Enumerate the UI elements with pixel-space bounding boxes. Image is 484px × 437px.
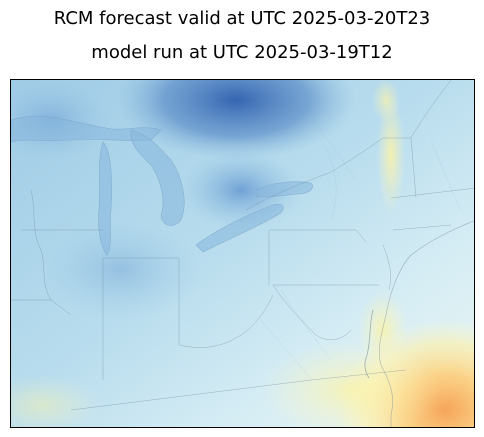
forecast-map [10,79,475,428]
border-virginia-nc [310,369,407,381]
warm-anomaly-champlain [372,80,400,122]
border-iowa-missouri [11,299,72,316]
cold-anomaly-north [116,80,356,160]
border-kentucky-tennessee [70,379,312,411]
border-nj [382,244,391,291]
terrain-texture [260,119,462,381]
lake-huron [130,129,185,226]
figure-title-forecast-valid: RCM forecast valid at UTC 2025-03-20T23 [53,8,431,29]
border-new-england-south [390,187,474,199]
lake-michigan [98,141,113,256]
border-ohio-kentucky [178,294,274,348]
warm-anomaly-coastal [358,290,408,370]
border-minnesota-wisconsin [30,189,52,301]
warm-anomaly-southwest [11,375,101,427]
cold-anomaly-midwest [41,220,201,320]
chesapeake-bay [364,309,374,379]
political-borders [11,80,474,411]
border-us-canada-east [245,80,452,211]
border-new-york-pennsylvania [269,229,367,243]
border-vermont-nh [410,137,417,199]
great-lakes [11,115,313,256]
border-west-virginia [272,284,352,340]
forecast-map-canvas [11,80,474,427]
figure-title-model-run: model run at UTC 2025-03-19T12 [91,42,393,63]
lake-superior [11,115,162,143]
lake-ontario [255,181,313,198]
border-connecticut [392,224,452,231]
lake-erie [195,203,284,253]
warm-anomaly-hudson-valley [377,95,405,215]
atlantic-coastline [378,220,474,427]
